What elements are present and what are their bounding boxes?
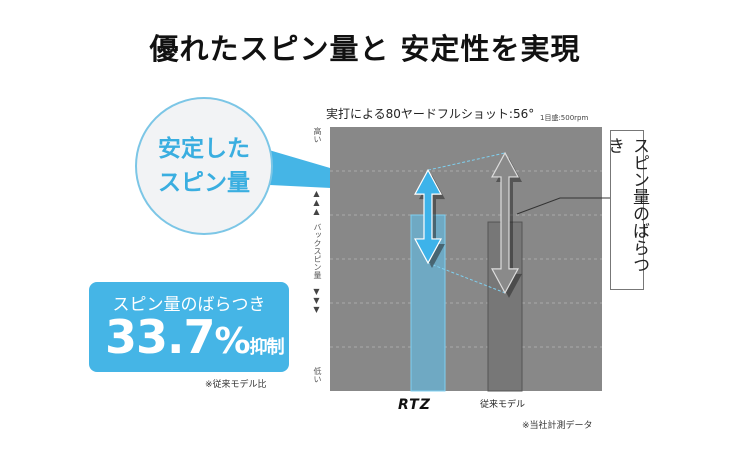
stat-value-wrap: 33.7%抑制 [105,310,285,364]
y-high-label: 高い [313,127,322,143]
y-down-arrows: ▼▼▼ [312,287,321,314]
stat-label: スピン量のばらつき [112,295,266,315]
page-title: 優れたスピン量と 安定性を実現 [149,32,581,66]
y-up-arrows: ▲▲▲ [312,189,321,216]
chart-title: 実打による80ヤードフルショット:56° [326,107,535,121]
y-axis: 高い ▲▲▲ バックスピン量 ▼▼▼ 低い [310,127,324,391]
category-label-rtz: RTZ [398,397,431,413]
callout-line1: 安定した [158,136,250,162]
spin-range-arrow-1 [490,151,520,295]
spin-range-arrow-0 [413,168,443,265]
y-low-label: 低い [313,367,322,383]
variation-label-box: スピン量のばらつき [604,130,649,290]
footnote: ※当社計測データ [522,421,593,431]
callout-circle: 安定した スピン量 [135,97,273,235]
callout-line2: スピン量 [158,170,250,196]
y-axis-label: バックスピン量 [313,223,322,279]
category-label-conventional: 従来モデル [480,400,526,410]
stat-unit: % [214,321,251,362]
range-connector-top [427,152,506,171]
stat-value: 33.7 [105,310,215,364]
stat-box: スピン量のばらつき 33.7%抑制 [89,282,289,372]
comparison-note: ※従来モデル比 [205,380,267,390]
variation-label: スピン量のばらつき [604,137,649,273]
stat-suffix: 抑制 [249,337,285,358]
range-connector-bottom [427,262,506,294]
plot-area [330,127,602,391]
leader-line [516,197,610,215]
scale-note: 1目盛:500rpm [540,114,589,122]
